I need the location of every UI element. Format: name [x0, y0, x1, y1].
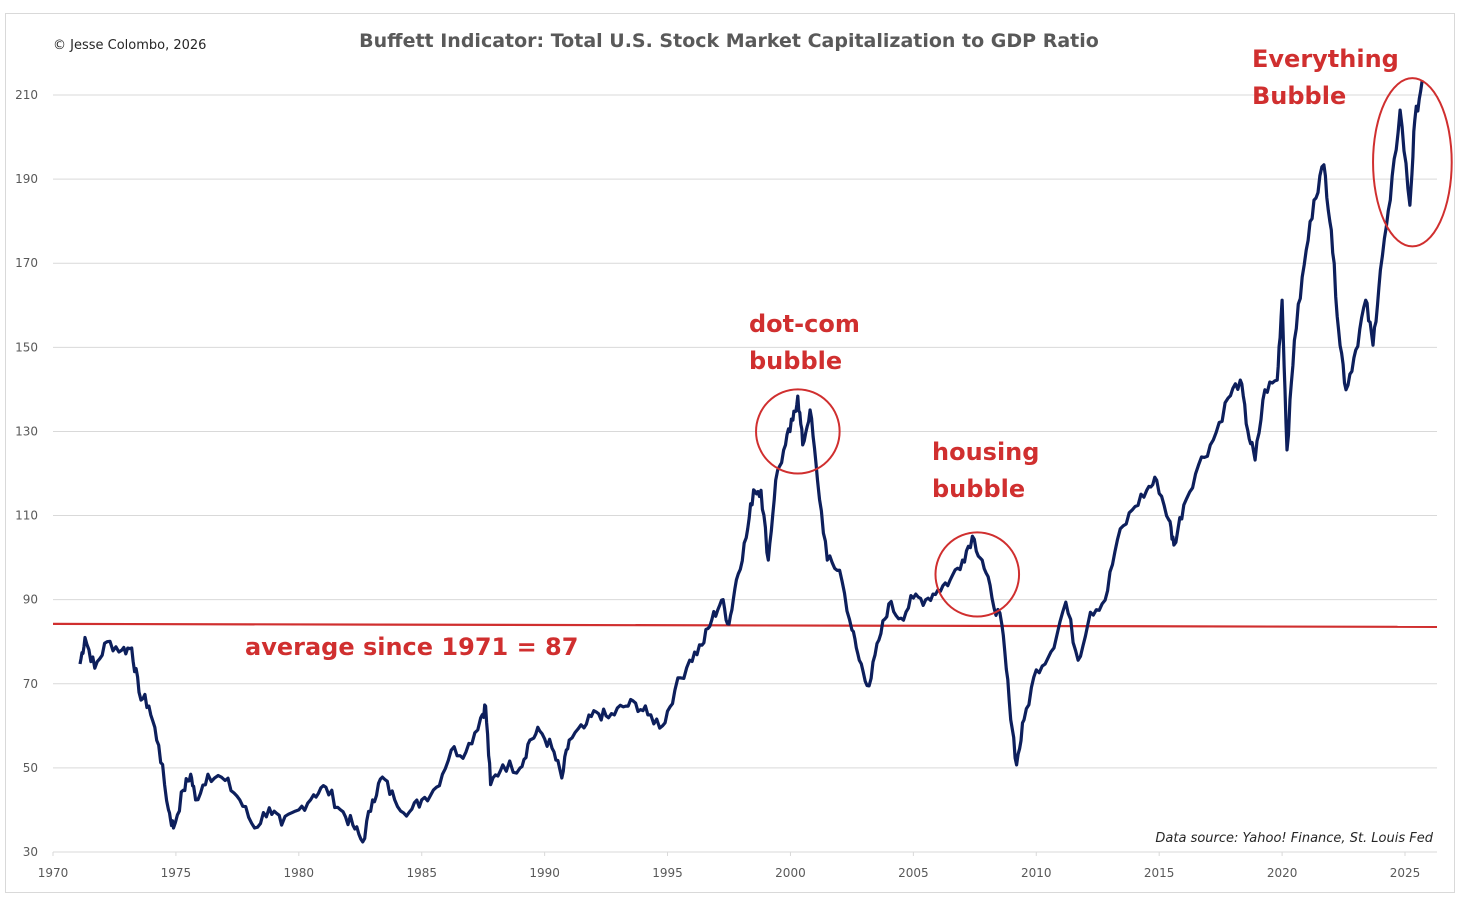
annotation-label-dot-com-0: dot-com: [749, 310, 860, 338]
gridlines: [53, 94, 1437, 769]
y-tick-label-190: 190: [15, 172, 38, 186]
annotation-circle-dot-com: [755, 388, 841, 475]
y-tick-label-50: 50: [23, 761, 38, 775]
y-tick-label-30: 30: [23, 845, 38, 859]
annotation-label-housing-1: bubble: [932, 475, 1025, 503]
y-tick-label-170: 170: [15, 256, 38, 270]
annotation-label-housing-0: housing: [932, 438, 1039, 466]
copyright-credit: © Jesse Colombo, 2026: [53, 38, 206, 53]
y-tick-label-90: 90: [23, 593, 38, 607]
annotations: dot-com bubble housing bubble Everything Bubb…: [749, 45, 1453, 618]
chart-frame: [5, 13, 1455, 893]
y-tick-label-110: 110: [15, 509, 38, 523]
annotation-label-dot-com-1: bubble: [749, 347, 842, 375]
x-tick-label-1970: 1970: [38, 866, 69, 880]
data-source-note: Data source: Yahoo! Finance, St. Louis F…: [1155, 831, 1433, 846]
y-axis-ticks: 30 50 70 90 110 130 150 170 190 210: [15, 88, 38, 859]
x-tick-label-2000: 2000: [775, 866, 806, 880]
x-tick-label-2015: 2015: [1144, 866, 1175, 880]
annotation-circle-housing: [934, 531, 1021, 618]
x-tick-label-1975: 1975: [161, 866, 192, 880]
x-axis-ticks: 1970 1975 1980 1985 1990 1995 2000 2005 2010 2015…: [38, 852, 1421, 880]
series-line-buffett-indicator: [78, 80, 1424, 844]
x-tick-label-2005: 2005: [898, 866, 929, 880]
x-tick-label-1980: 1980: [284, 866, 315, 880]
average-label: average since 1971 = 87: [245, 633, 578, 661]
annotation-label-everything-1: Bubble: [1252, 82, 1346, 110]
y-tick-label-70: 70: [23, 677, 38, 691]
chart-title: Buffett Indicator: Total U.S. Stock Mark…: [359, 30, 1099, 52]
annotation-label-everything-0: Everything: [1252, 45, 1399, 73]
x-tick-label-2020: 2020: [1267, 866, 1298, 880]
x-tick-label-2010: 2010: [1021, 866, 1052, 880]
x-tick-label-1985: 1985: [406, 866, 437, 880]
average-line: [52, 622, 1438, 629]
x-tick-label-1995: 1995: [652, 866, 683, 880]
x-tick-label-1990: 1990: [529, 866, 560, 880]
x-tick-label-2025: 2025: [1390, 866, 1421, 880]
annotation-circle-everything: [1372, 77, 1453, 248]
y-tick-label-130: 130: [15, 424, 38, 438]
y-tick-label-210: 210: [15, 88, 38, 102]
y-tick-label-150: 150: [15, 340, 38, 354]
